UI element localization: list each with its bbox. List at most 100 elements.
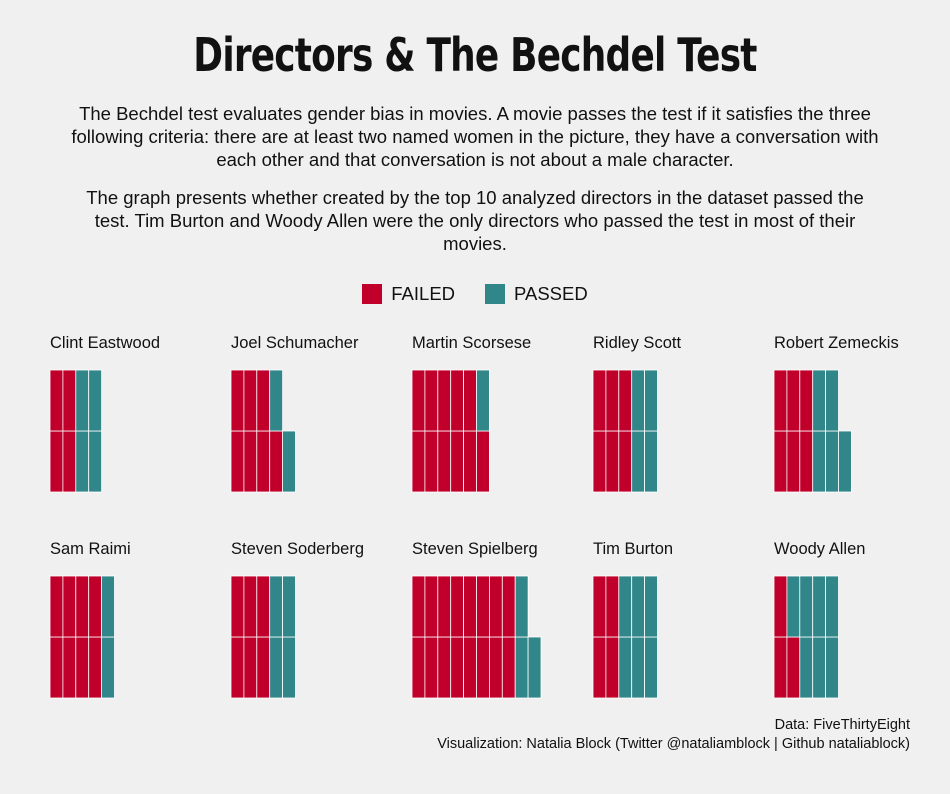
waffle-robert-zemeckis: Robert Zemeckis [773,334,899,493]
waffle-cell-failed [49,575,64,638]
waffle-cell-failed [243,430,258,493]
waffle-cell-passed [838,430,852,493]
waffle-cell-passed [75,369,90,432]
legend-item-passed: PASSED [485,283,588,305]
waffle-joel-schumacher: Joel Schumacher [230,334,359,493]
waffle-cell-passed [825,575,839,638]
waffle-cell-failed [605,369,620,432]
waffle-cell-failed [437,636,452,699]
waffle-cell-failed [476,430,490,493]
waffle-cell-failed [88,575,102,638]
waffle-cell-failed [256,575,271,638]
waffle-cell-failed [88,636,102,699]
waffle-cell-passed [812,430,827,493]
waffle-cell-failed [786,636,801,699]
waffle-cell-failed [62,636,77,699]
waffle-cell-passed [799,575,814,638]
waffle-cell-passed [825,369,839,432]
legend-item-failed: FAILED [362,283,455,305]
waffle-sam-raimi: Sam Raimi [49,540,131,699]
waffle-cell-passed [514,575,529,638]
waffle-cell-failed [773,430,788,493]
waffle-cell-failed [424,430,439,493]
waffle-cell-failed [799,369,814,432]
waffle-cell-failed [62,575,77,638]
waffle-cell-passed [88,430,102,493]
waffle-cell-failed [411,369,426,432]
waffle-cell-failed [269,430,284,493]
waffle-cell-passed [618,636,633,699]
waffle-cell-failed [75,636,90,699]
waffle-cell-failed [592,369,607,432]
waffle-cell-failed [501,636,516,699]
waffle-cell-failed [488,636,503,699]
waffle-cell-passed [825,430,839,493]
waffle-cell-failed [437,430,452,493]
waffle-cell-failed [450,430,465,493]
waffle-martin-scorsese: Martin Scorsese [411,334,531,493]
legend-swatch-failed [362,284,383,304]
waffle-cell-passed [825,636,839,699]
waffle-cell-failed [463,636,477,699]
waffle-cell-passed [799,636,814,699]
waffle-cell-passed [644,636,658,699]
waffle-cell-failed [592,575,607,638]
legend-label-failed: FAILED [391,283,456,304]
director-label: Woody Allen [774,540,865,558]
waffle-cell-passed [269,369,284,432]
director-label: Clint Eastwood [50,334,160,352]
waffle-cell-passed [282,430,296,493]
waffle-cell-passed [644,575,658,638]
waffle-cell-failed [62,369,77,432]
waffle-ridley-scott: Ridley Scott [592,334,681,493]
waffle-cell-passed [282,575,296,638]
waffle-cell-passed [631,575,646,638]
waffle-cell-failed [75,575,90,638]
waffle-cell-passed [644,369,658,432]
waffle-cell-failed [605,575,620,638]
waffle-cell-failed [773,636,788,699]
waffle-cell-failed [773,369,788,432]
waffle-cell-failed [592,430,607,493]
waffle-cell-failed [786,430,801,493]
director-label: Martin Scorsese [412,334,531,352]
waffle-cell-failed [437,575,452,638]
waffle-cell-failed [592,636,607,699]
waffle-cell-passed [75,430,90,493]
waffle-clint-eastwood: Clint Eastwood [49,334,160,493]
waffle-cell-passed [631,430,646,493]
waffle-cell-failed [243,636,258,699]
waffle-cell-failed [243,369,258,432]
waffle-cell-failed [411,575,426,638]
legend: FAILED PASSED [0,283,950,305]
waffle-cell-passed [269,636,284,699]
waffle-cell-failed [488,575,503,638]
waffle-cell-failed [605,636,620,699]
waffle-cell-failed [49,369,64,432]
waffle-tim-burton: Tim Burton [592,540,673,699]
waffle-cell-failed [49,430,64,493]
waffle-cell-passed [101,575,115,638]
waffle-cell-passed [527,636,542,699]
waffle-cell-passed [476,369,490,432]
waffle-cell-failed [450,575,465,638]
director-label: Ridley Scott [593,334,681,352]
director-label: Steven Soderberg [231,540,364,558]
waffle-cell-passed [812,575,827,638]
waffle-woody-allen: Woody Allen [773,540,865,699]
waffle-cell-failed [424,636,439,699]
waffle-cell-failed [799,430,814,493]
director-label: Joel Schumacher [231,334,359,352]
waffle-cell-failed [230,636,245,699]
legend-swatch-passed [485,284,506,304]
waffle-steven-soderberg: Steven Soderberg [230,540,364,699]
waffle-steven-spielberg: Steven Spielberg [411,540,542,699]
waffle-cell-passed [631,369,646,432]
waffle-cell-passed [631,636,646,699]
waffle-cell-failed [450,636,465,699]
waffle-cell-failed [476,636,490,699]
waffle-cell-failed [243,575,258,638]
waffle-cell-failed [618,369,633,432]
waffle-cell-failed [230,430,245,493]
